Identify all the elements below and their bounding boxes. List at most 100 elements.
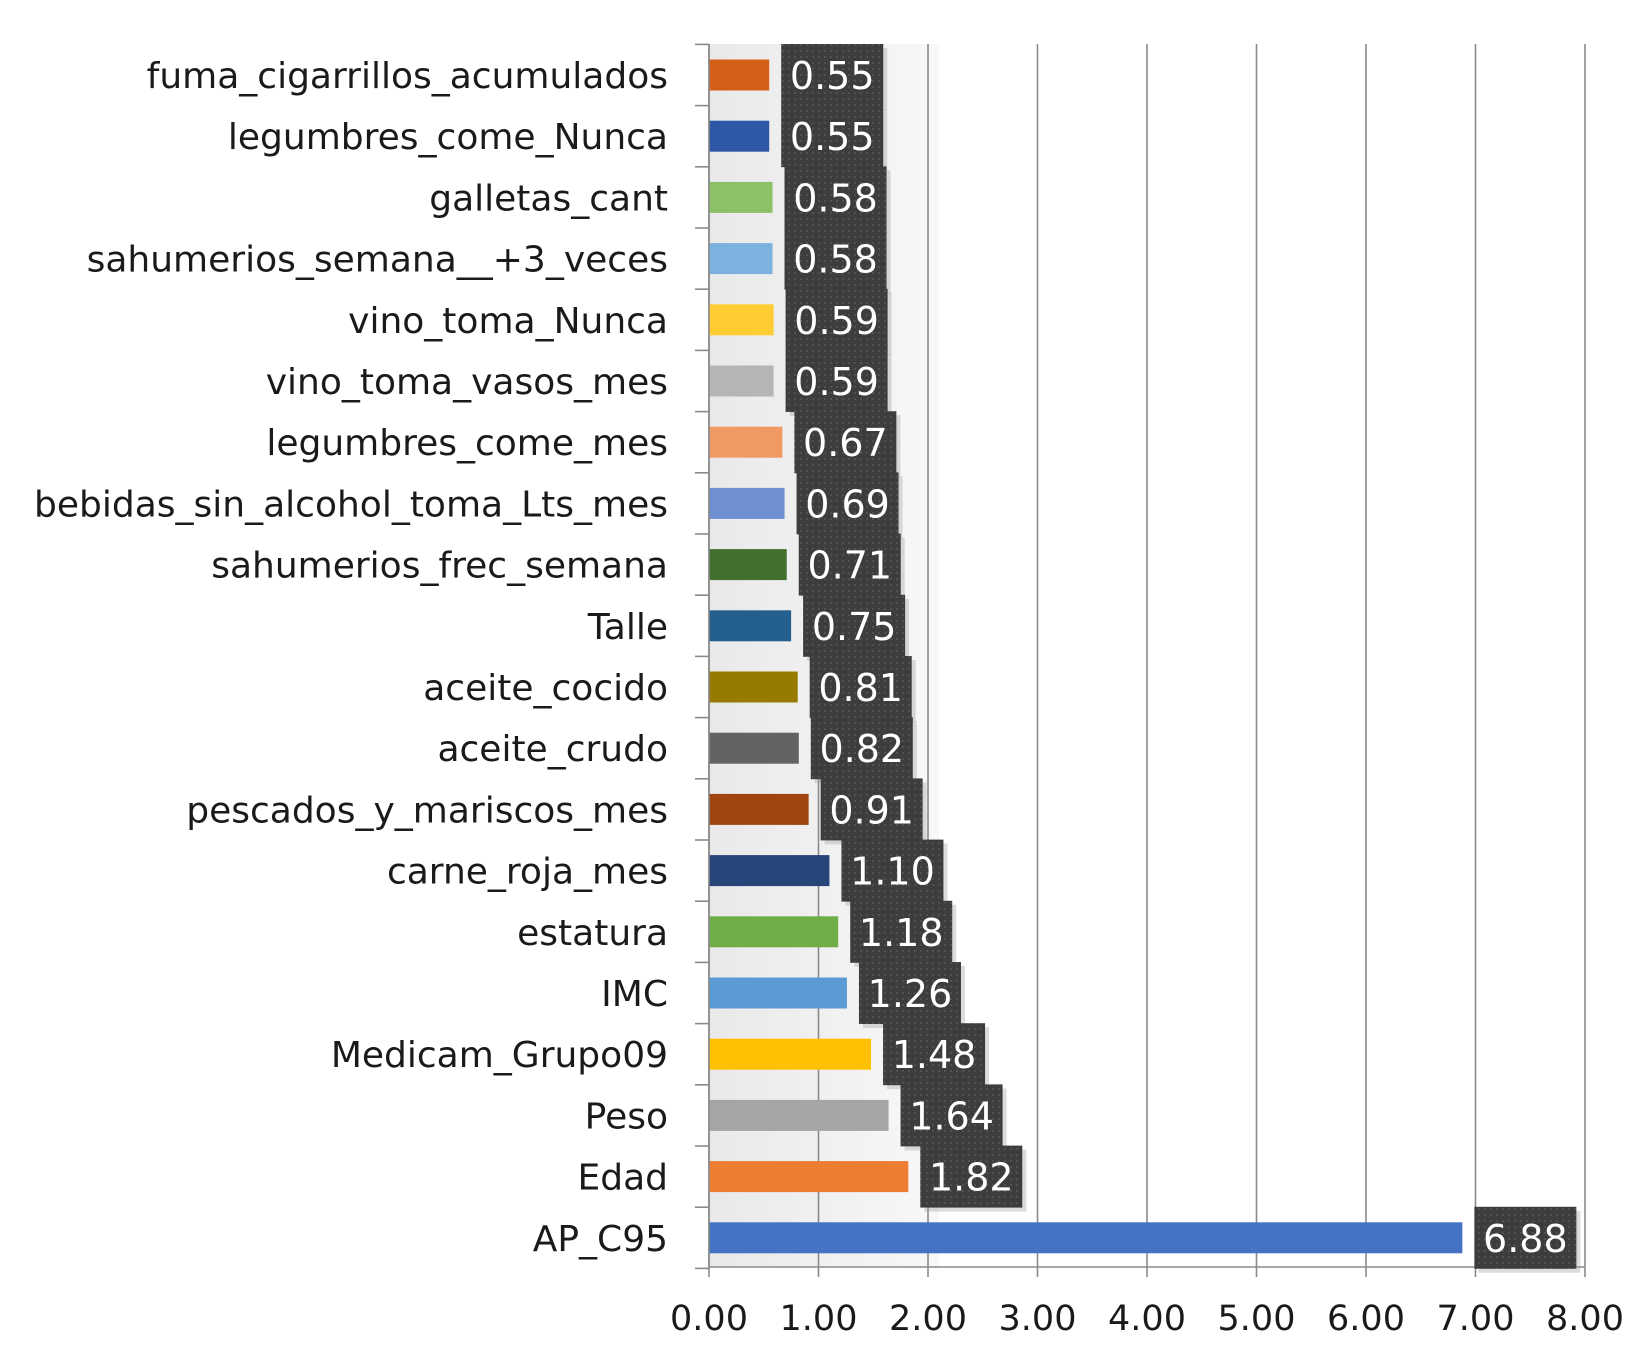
data-label-box bbox=[810, 717, 913, 780]
data-label-box bbox=[781, 44, 884, 106]
x-tick-label: 6.00 bbox=[1327, 1299, 1405, 1339]
x-tick-label: 1.00 bbox=[780, 1299, 858, 1339]
data-label: 0.69 bbox=[796, 472, 903, 539]
y-category-label: IMC bbox=[601, 974, 668, 1015]
data-label-text: 0.67 bbox=[803, 421, 888, 465]
data-label-box bbox=[785, 288, 888, 351]
data-label: 0.75 bbox=[803, 594, 910, 661]
y-category-label: legumbres_come_mes bbox=[266, 423, 668, 464]
data-label-box bbox=[803, 594, 906, 657]
data-label: 0.67 bbox=[794, 411, 901, 478]
data-label: 0.58 bbox=[784, 227, 891, 294]
x-tick-label: 4.00 bbox=[1108, 1299, 1186, 1339]
y-category-label: aceite_crudo bbox=[437, 729, 668, 770]
y-category-label: fuma_cigarrillos_acumulados bbox=[147, 56, 668, 97]
data-label-box bbox=[785, 350, 888, 412]
data-label-text: 1.64 bbox=[909, 1094, 994, 1138]
data-label-box bbox=[883, 1023, 986, 1086]
data-label-box bbox=[850, 900, 953, 963]
bar bbox=[709, 671, 798, 703]
data-label: 1.64 bbox=[900, 1084, 1007, 1151]
y-category-label: vino_toma_Nunca bbox=[348, 301, 668, 342]
bar bbox=[709, 732, 799, 764]
data-label-text: 6.88 bbox=[1483, 1217, 1568, 1261]
data-label-text: 1.48 bbox=[892, 1033, 977, 1077]
y-category-label: Talle bbox=[587, 607, 668, 648]
y-category-label: estatura bbox=[517, 913, 668, 954]
data-label-text: 1.82 bbox=[929, 1156, 1014, 1200]
bar bbox=[709, 243, 773, 275]
x-tick-label: 0.00 bbox=[670, 1299, 748, 1339]
data-label-text: 0.55 bbox=[790, 54, 875, 98]
data-label: 0.59 bbox=[785, 288, 892, 355]
x-tick-label: 7.00 bbox=[1437, 1299, 1515, 1339]
bar bbox=[709, 304, 774, 336]
data-label-text: 0.55 bbox=[790, 115, 875, 159]
bar bbox=[709, 1099, 889, 1131]
data-label-text: 0.58 bbox=[793, 176, 878, 220]
data-label-box bbox=[900, 1084, 1003, 1147]
data-label-text: 1.26 bbox=[868, 972, 953, 1016]
x-tick-label: 5.00 bbox=[1218, 1299, 1296, 1339]
data-label: 0.55 bbox=[781, 44, 888, 110]
data-label-text: 1.10 bbox=[850, 850, 935, 894]
y-category-label: legumbres_come_Nunca bbox=[228, 117, 668, 158]
data-label-text: 0.59 bbox=[794, 299, 879, 343]
y-category-label: Peso bbox=[585, 1096, 668, 1137]
data-label: 0.82 bbox=[810, 717, 917, 784]
data-labels: 0.55 0.55 0.58 0.58 0.59 0.59 0.67 0.69 0.71 0.75… bbox=[781, 44, 1581, 1273]
bar bbox=[709, 59, 770, 91]
y-category-label: sahumerios_semana__+3_veces bbox=[87, 240, 668, 281]
data-label: 1.82 bbox=[920, 1145, 1027, 1212]
data-label-box bbox=[796, 472, 899, 535]
bar bbox=[709, 549, 787, 581]
y-category-label: AP_C95 bbox=[533, 1219, 668, 1260]
data-label-box bbox=[920, 1145, 1023, 1208]
data-label: 1.48 bbox=[883, 1023, 990, 1090]
y-category-label: aceite_cocido bbox=[423, 668, 668, 709]
data-label-box bbox=[858, 962, 961, 1024]
bars bbox=[709, 59, 1463, 1254]
bar bbox=[709, 181, 773, 213]
data-label-text: 0.75 bbox=[812, 605, 897, 649]
x-tick-label: 8.00 bbox=[1546, 1299, 1624, 1339]
bar bbox=[709, 977, 847, 1009]
data-label-text: 0.71 bbox=[807, 544, 892, 588]
y-category-label: vino_toma_vasos_mes bbox=[266, 362, 668, 403]
data-label: 0.59 bbox=[785, 350, 892, 416]
y-category-label: Medicam_Grupo09 bbox=[331, 1035, 668, 1076]
data-label: 6.88 bbox=[1474, 1206, 1581, 1273]
bar bbox=[709, 610, 792, 642]
bar bbox=[709, 365, 774, 397]
data-label-text: 0.82 bbox=[819, 727, 904, 771]
data-label-box bbox=[841, 839, 944, 902]
axes: 0.00 1.00 2.00 3.00 4.00 5.00 6.00 7.00 8.00 fuma… bbox=[34, 43, 1624, 1339]
data-label-text: 0.81 bbox=[818, 666, 903, 710]
y-category-label: sahumerios_frec_semana bbox=[211, 546, 668, 587]
data-label-box bbox=[794, 411, 897, 474]
data-label: 0.55 bbox=[781, 105, 888, 172]
y-category-label: bebidas_sin_alcohol_toma_Lts_mes bbox=[34, 484, 668, 525]
data-label-box bbox=[784, 227, 887, 290]
bar bbox=[709, 855, 830, 887]
data-label: 1.18 bbox=[850, 900, 957, 967]
data-label-box bbox=[1474, 1206, 1577, 1269]
data-label: 0.58 bbox=[784, 166, 891, 233]
data-label-box bbox=[809, 656, 912, 718]
data-label: 0.71 bbox=[798, 533, 905, 600]
data-label-text: 0.58 bbox=[793, 238, 878, 282]
x-tick-label: 3.00 bbox=[999, 1299, 1077, 1339]
data-label: 1.26 bbox=[858, 962, 965, 1028]
data-label-box bbox=[781, 105, 884, 168]
data-label-text: 0.59 bbox=[794, 360, 879, 404]
data-label: 0.81 bbox=[809, 656, 916, 722]
y-category-label: carne_roja_mes bbox=[387, 852, 668, 893]
data-label-text: 0.91 bbox=[829, 788, 914, 832]
y-category-label: Edad bbox=[577, 1158, 668, 1199]
data-label-box bbox=[784, 166, 887, 229]
y-category-label: galletas_cant bbox=[429, 178, 668, 219]
data-label: 1.10 bbox=[841, 839, 948, 906]
data-label-text: 0.69 bbox=[805, 482, 890, 526]
